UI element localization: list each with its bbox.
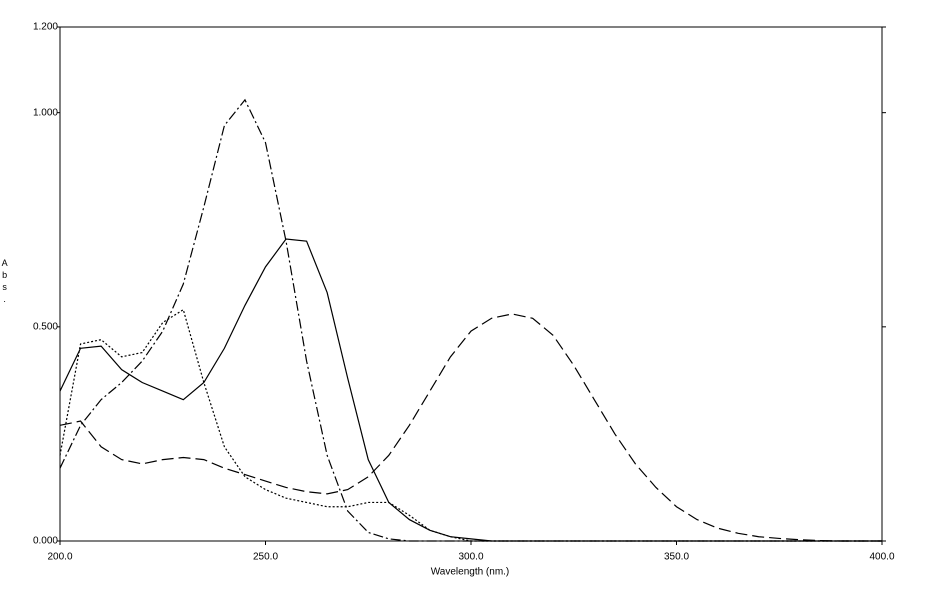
x-tick-label: 300.0 — [458, 552, 483, 563]
x-tick-label: 200.0 — [47, 552, 72, 563]
x-tick-label: 250.0 — [253, 552, 278, 563]
x-axis-label: Wavelength (nm.) — [431, 567, 510, 578]
spectrum-line — [59, 313, 882, 542]
y-tick-label: 0.000 — [33, 536, 58, 547]
spectrum-line — [59, 98, 882, 542]
x-tick-label: 400.0 — [869, 552, 894, 563]
y-tick-label: 1.000 — [33, 107, 58, 118]
spectrum-line — [59, 308, 882, 542]
y-tick-label: 0.500 — [33, 321, 58, 332]
y-tick-label: 1.200 — [33, 22, 58, 33]
spectrum-line — [59, 238, 882, 542]
x-tick-label: 350.0 — [664, 552, 689, 563]
y-axis-label: Abs. — [0, 258, 10, 306]
